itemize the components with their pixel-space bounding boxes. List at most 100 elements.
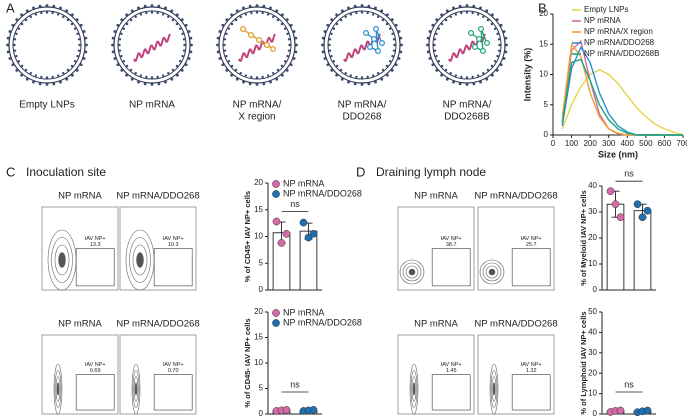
y-tick-label: 5 [259, 258, 264, 267]
y-tick-label: 0 [593, 409, 598, 418]
lnp-bead [360, 11, 364, 14]
lnp-bead [392, 49, 396, 52]
lnp-bead [120, 68, 124, 72]
significance-label: ns [624, 379, 634, 389]
lnp-bead [321, 43, 324, 47]
flow-contour [47, 229, 77, 291]
lnp-bead [230, 13, 234, 17]
molecule-atom [468, 30, 475, 37]
lnp-bead [289, 63, 293, 67]
flow-contour [402, 262, 422, 282]
lnp-bead [113, 57, 117, 60]
lnp-bead [244, 74, 248, 77]
flow-contour [56, 382, 60, 396]
lnp-bead [25, 9, 29, 13]
lnp-bead [385, 13, 389, 17]
lnp-bead [458, 82, 462, 86]
lnp-bead [15, 18, 19, 22]
lnp-bead [426, 50, 430, 54]
lnp-bead [445, 77, 449, 81]
lnp-bead [381, 18, 385, 22]
lnp-bead [262, 82, 266, 86]
lnp-bead [390, 68, 394, 72]
lnp-bead [394, 23, 398, 27]
lnp-bead [225, 68, 229, 72]
lnp-bead [134, 15, 137, 19]
lnp-bead [280, 13, 284, 17]
lnp-bead [116, 23, 120, 27]
flow-title: NP mRNA/DDO268 [474, 191, 557, 202]
y-tick-label: 30 [588, 348, 597, 357]
data-point [616, 406, 625, 415]
y-tick-label: 0 [259, 285, 264, 294]
y-tick-label: 10 [254, 358, 263, 367]
lnp-bead [371, 13, 375, 16]
lnp-bead [335, 22, 339, 26]
lnp-bead [29, 71, 32, 75]
molecule-atom [480, 47, 487, 54]
lnp-label: NP mRNA/ [443, 100, 492, 111]
lnp-bead [20, 22, 24, 26]
lnp-bead [70, 73, 74, 77]
lnp-bead [344, 71, 347, 75]
lnp-label: DDO268 [343, 112, 382, 123]
lnp-bead [255, 83, 259, 86]
flow-contour [132, 244, 148, 276]
y-axis-label: % of Myeloid IAV NP+ cells [579, 190, 588, 286]
lnp-bead [445, 9, 449, 13]
legend-label: NP mRNA [283, 307, 324, 317]
lnp-bead [390, 18, 394, 22]
x-tick-label: 700 [676, 139, 687, 148]
flow-title: NP mRNA/DDO268 [474, 319, 557, 330]
flow-contour [482, 262, 502, 282]
lnp-bead [65, 77, 69, 81]
y-axis-label: % of CD45+ IAV NP+ cells [243, 191, 252, 282]
lnp-bead [134, 71, 137, 75]
flow-gate-label: IAV NP+ [85, 362, 106, 368]
lnp-bead [289, 23, 293, 27]
lnp-bead [397, 30, 401, 33]
lnp-bead [360, 4, 364, 7]
lnp-bead [45, 76, 49, 79]
data-point [282, 229, 291, 238]
lnp-bead [182, 49, 186, 52]
lnp-label: X region [238, 112, 275, 123]
lnp-bead [221, 23, 225, 27]
y-tick-label: 15 [254, 205, 263, 214]
lnp-bead [20, 13, 24, 17]
lnp-ring [323, 6, 401, 84]
molecule-atom [375, 47, 382, 54]
lnp-bead [129, 18, 133, 22]
lnp-bead [482, 71, 485, 75]
lnp-bead [392, 38, 396, 41]
lnp-bead [433, 38, 437, 41]
lnp-bead [340, 9, 344, 13]
lnp-bead [79, 23, 83, 27]
lnp-bead [66, 68, 70, 72]
x-tick-label: 100 [565, 139, 579, 148]
lnp-bead [286, 54, 289, 58]
lnp-bead [32, 80, 35, 84]
lnp-bead [428, 57, 432, 60]
panel-letter: C [6, 164, 15, 179]
legend-label: NP mRNA [584, 16, 621, 25]
lnp-bead [52, 82, 56, 86]
lnp-bead [385, 64, 389, 68]
lnp-bead [283, 27, 287, 30]
lnp-bead [497, 38, 501, 41]
lnp-bead [496, 54, 499, 58]
legend-label: NP mRNA/DDO268 [584, 38, 655, 47]
lnp-bead [223, 38, 227, 41]
lnp-bead [285, 68, 289, 72]
lnp-bead [444, 18, 448, 22]
lnp-bead [70, 64, 74, 68]
lnp-bead [156, 11, 159, 15]
lnp-bead [262, 4, 266, 8]
y-axis-label: % of CD45- IAV NP+ cells [243, 318, 252, 407]
lnp-bead [38, 82, 42, 86]
lnp-bead [266, 13, 270, 16]
lnp-bead [295, 43, 298, 47]
lnp-bead [15, 68, 19, 72]
lnp-bead [495, 18, 499, 22]
lnp-bead [388, 27, 392, 30]
